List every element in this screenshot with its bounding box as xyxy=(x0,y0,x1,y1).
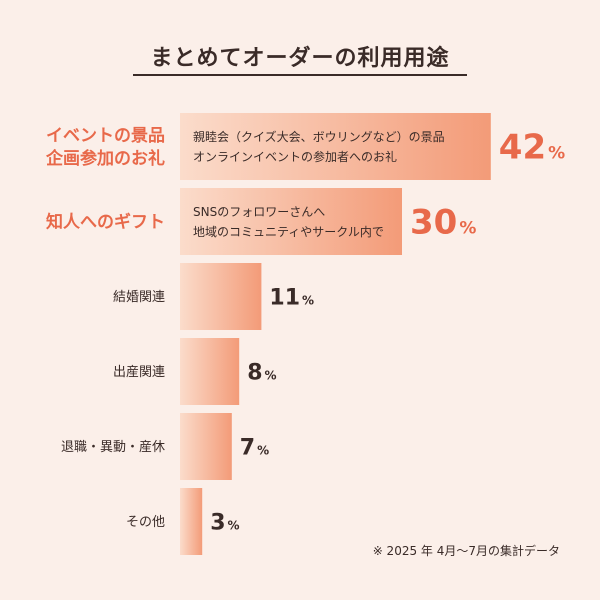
bar-description: SNSのフォロワーさんへ xyxy=(193,205,325,219)
footnote: ※ 2025 年 4月〜7月の集計データ xyxy=(372,544,560,558)
value-label: 11% xyxy=(269,285,314,310)
category-label: 結婚関連 xyxy=(113,290,165,305)
bar-4 xyxy=(180,413,232,480)
bar-3 xyxy=(180,338,240,405)
value-label: 7% xyxy=(240,435,269,460)
bar-description: オンラインイベントの参加者へのお礼 xyxy=(193,149,397,164)
bar-description: 地域のコミュニティやサークル内で xyxy=(193,225,384,239)
value-label: 30% xyxy=(410,203,476,243)
bar-2 xyxy=(180,263,262,330)
category-label: その他 xyxy=(126,515,165,530)
chart-title: まとめてオーダーの利用用途 xyxy=(150,46,450,71)
bar-description: 親睦会（クイズ大会、ボウリングなど）の景品 xyxy=(193,129,445,144)
category-label: 企画参加のお礼 xyxy=(45,148,165,169)
bar-0 xyxy=(180,113,491,180)
category-label: 出産関連 xyxy=(113,364,165,380)
category-label: 退職・異動・産休 xyxy=(61,439,165,455)
title-underline xyxy=(133,74,467,76)
value-label: 42% xyxy=(499,128,565,168)
category-label: 知人へのギフト xyxy=(45,212,165,233)
value-label: 3% xyxy=(210,510,239,535)
bar-1 xyxy=(180,188,402,255)
category-label: イベントの景品 xyxy=(46,126,165,146)
value-label: 8% xyxy=(247,360,276,385)
bar-5 xyxy=(180,488,203,555)
